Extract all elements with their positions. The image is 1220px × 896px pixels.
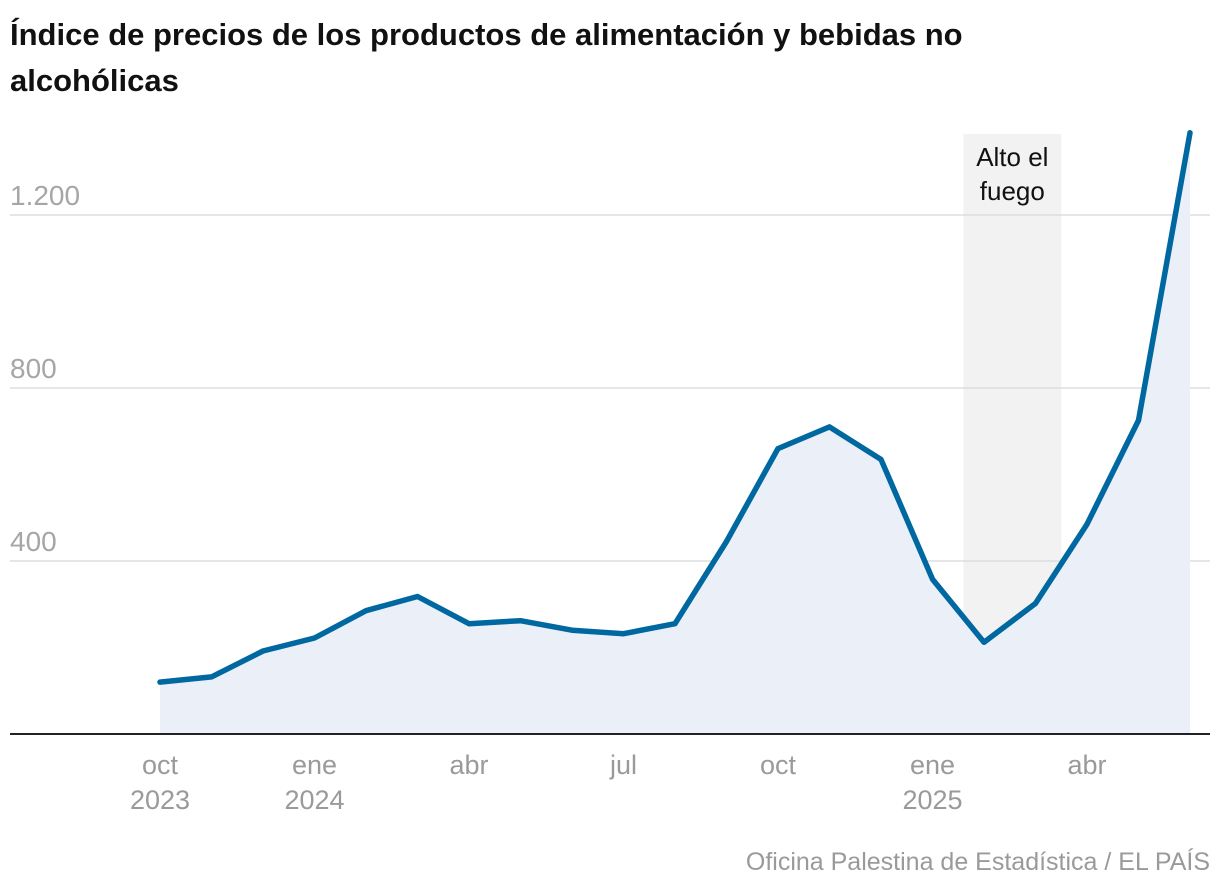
x-tick-label: abr: [1067, 750, 1106, 780]
x-tick-label: ene: [292, 750, 337, 780]
y-tick-label: 800: [10, 353, 57, 384]
x-tick-year-label: 2025: [902, 785, 962, 815]
data-point-2024-11: [827, 424, 832, 430]
data-point-2024-02: [363, 608, 369, 614]
y-axis-labels: 400 800 1.200: [10, 180, 80, 557]
data-point-2024-08: [672, 621, 678, 627]
data-point-2024-04: [466, 621, 472, 627]
y-tick-label: 1.200: [10, 180, 80, 211]
data-point-2025-04: [1084, 521, 1090, 527]
data-point-2024-10: [775, 446, 781, 452]
data-point-2025-06: [1187, 130, 1193, 136]
data-point-2024-05: [518, 618, 523, 624]
source-credit: Oficina Palestina de Estadística / EL PA…: [745, 848, 1210, 876]
band-label-line-2: fuego: [980, 176, 1045, 206]
x-tick-year-label: 2024: [284, 785, 344, 815]
data-point-2025-02: [981, 639, 987, 645]
data-points: [157, 130, 1193, 685]
data-point-2024-12: [878, 456, 884, 462]
chart-title: Índice de precios de los productos de al…: [10, 17, 963, 98]
data-point-2024-07: [621, 631, 626, 637]
x-tick-label: oct: [142, 750, 179, 780]
data-point-2024-01: [312, 635, 317, 641]
x-axis-labels: oct 2023 ene 2024 abr jul oct ene 2025 abr: [130, 750, 1107, 815]
data-point-2023-12: [260, 648, 266, 654]
gridlines: [10, 214, 1210, 562]
x-tick-label: abr: [449, 750, 488, 780]
data-point-2025-01: [930, 576, 935, 582]
y-tick-label: 400: [10, 526, 57, 557]
x-tick-label: ene: [910, 750, 955, 780]
series-area: [160, 132, 1190, 735]
data-point-2024-06: [569, 627, 575, 633]
data-point-2025-05: [1136, 417, 1141, 423]
band-label-line-1: Alto el: [976, 142, 1048, 172]
data-point-2023-11: [209, 674, 214, 680]
data-point-2024-09: [724, 539, 729, 545]
data-point-2023-10: [157, 679, 163, 685]
x-tick-label: jul: [609, 750, 637, 780]
x-tick-year-label: 2023: [130, 785, 190, 815]
x-tick-label: oct: [760, 750, 797, 780]
data-point-2025-03: [1033, 600, 1038, 606]
data-point-2024-03: [415, 593, 420, 599]
